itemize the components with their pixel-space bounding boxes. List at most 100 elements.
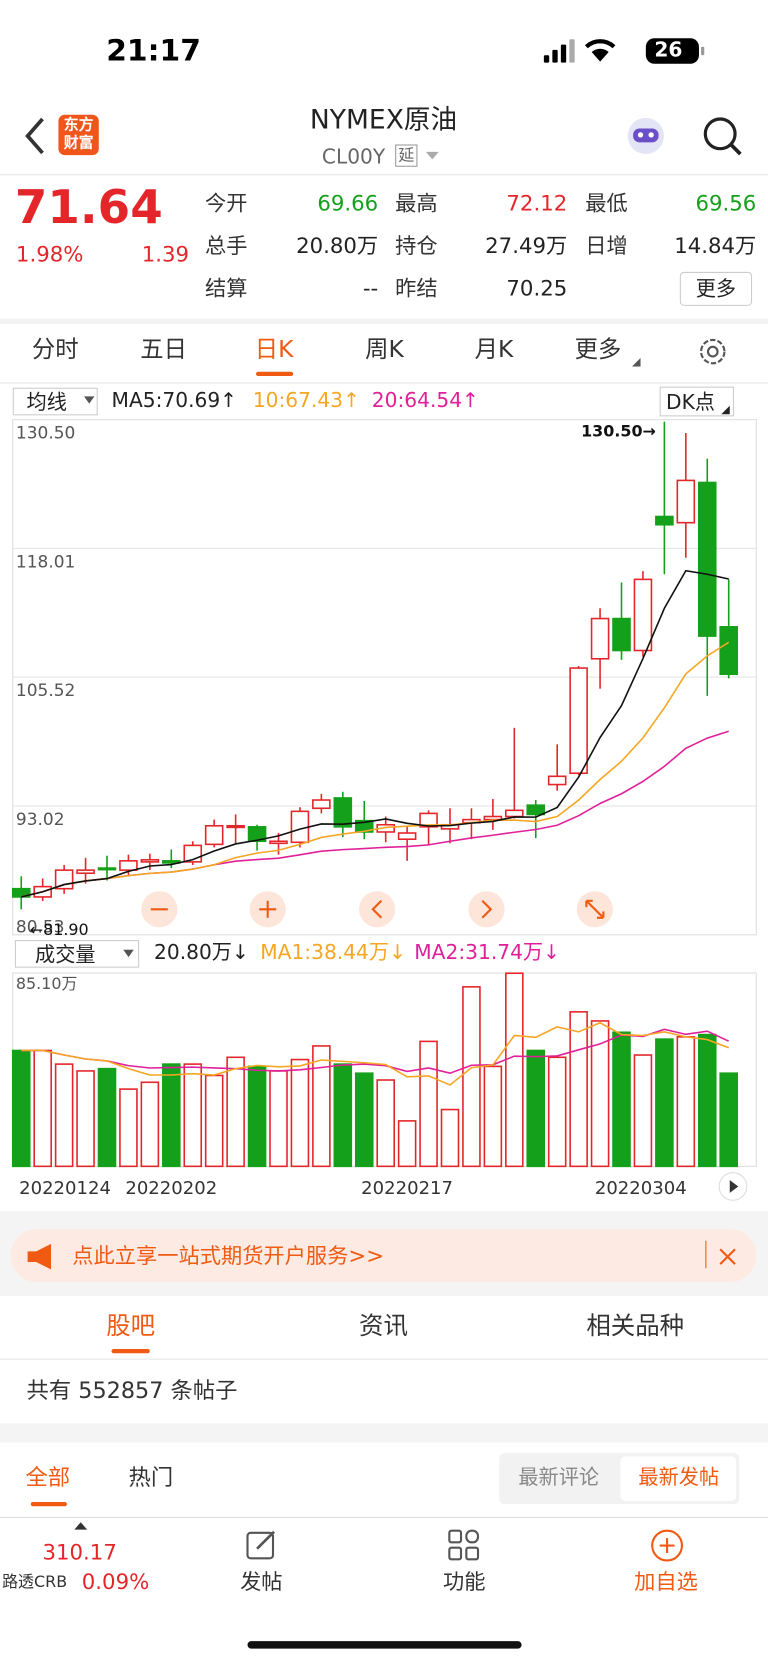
crb-name[interactable]: 路透CRB [2, 1572, 68, 1592]
period-tab[interactable]: 日K [254, 336, 294, 364]
candle-body [655, 515, 674, 526]
field-label: 最高 [395, 190, 438, 216]
volume-bar [11, 1049, 31, 1168]
robot-icon[interactable] [625, 115, 667, 157]
candle-body [119, 860, 138, 871]
indicator-select[interactable]: 均线 [12, 387, 98, 416]
volume-bar [97, 1067, 117, 1168]
y-tick-label: 130.50 [16, 424, 75, 444]
filter-tab[interactable]: 全部 [25, 1464, 71, 1491]
up-arrow [74, 1522, 88, 1530]
status-icons [543, 38, 705, 64]
kline-chart: 130.50 118.01 105.52 93.02 80.53 130.50→ ←81.9… [11, 419, 757, 1201]
candle-body [719, 626, 738, 676]
volume-bar [719, 1072, 738, 1168]
post-icon[interactable] [244, 1528, 280, 1564]
nav-label[interactable]: 加自选 [634, 1568, 698, 1595]
field-value: 70.25 [506, 275, 568, 301]
crb-value[interactable]: 310.17 [42, 1539, 117, 1565]
crb-pct[interactable]: 0.09% [81, 1568, 150, 1595]
candle-body [204, 824, 224, 846]
volume-bar [226, 1056, 245, 1168]
period-tab[interactable]: 周K [365, 336, 404, 364]
filter-tab[interactable]: 热门 [128, 1464, 174, 1491]
vol-ma1-line [21, 1021, 729, 1086]
settings-button[interactable] [697, 336, 729, 368]
title: NYMEX原油 [309, 104, 458, 135]
volume-label: 20.80万↓ [154, 941, 249, 965]
candle-body [676, 479, 696, 524]
volume-bar [397, 1120, 417, 1168]
divider [0, 174, 768, 176]
field-value: 14.84万 [674, 232, 757, 259]
candle-body [247, 826, 267, 843]
volume-bar [54, 1063, 74, 1168]
select-arrow [83, 396, 95, 404]
period-tab[interactable]: 分时 [31, 336, 79, 364]
dk-icon [721, 405, 730, 415]
nav-label[interactable]: 功能 [442, 1568, 486, 1595]
field-label: 最低 [585, 190, 628, 216]
volume-bar [612, 1031, 631, 1168]
period-tab[interactable]: 月K [474, 336, 514, 364]
volume-bar [419, 1040, 438, 1168]
logo-text: 东方 [63, 116, 94, 134]
volume-bar [676, 1036, 696, 1168]
y-tick-label: 80.53 [16, 918, 65, 938]
candle-body [76, 869, 95, 875]
candle-body [419, 812, 438, 828]
tab-underline [30, 1502, 67, 1507]
field-label: 持仓 [395, 232, 438, 259]
promo-banner[interactable] [10, 1229, 757, 1283]
period-tab[interactable]: 更多 [574, 336, 622, 364]
volume-bar [333, 1063, 353, 1168]
volume-bar [183, 1063, 203, 1168]
section-tab[interactable]: 相关品种 [586, 1312, 685, 1341]
field-value: 69.66 [317, 190, 379, 216]
more-button[interactable]: 更多 [679, 271, 753, 306]
volume-bar [697, 1033, 717, 1168]
back-button[interactable] [19, 115, 51, 157]
y-tick-label: 93.02 [16, 810, 65, 830]
section-tab[interactable]: 股吧 [106, 1312, 156, 1341]
period-tab[interactable]: 五日 [140, 336, 187, 364]
volume-bar [547, 1056, 567, 1168]
sort-option[interactable]: 最新评论 [518, 1465, 600, 1490]
function-icon[interactable] [446, 1528, 482, 1564]
section-tab[interactable]: 资讯 [359, 1312, 408, 1341]
sort-option[interactable]: 最新发帖 [638, 1465, 720, 1490]
search-button[interactable] [701, 115, 743, 157]
nav-label[interactable]: 发帖 [240, 1568, 283, 1595]
field-label: 日增 [585, 232, 628, 259]
ma20-label: 20:64.54↑ [371, 388, 479, 413]
candle-body [569, 667, 588, 775]
divider [0, 318, 768, 324]
vol-ma1-label: MA1:38.44万↓ [260, 941, 406, 965]
tab-underline [111, 1349, 150, 1354]
volume-bar [204, 1074, 224, 1168]
banner-text[interactable]: 点此立享一站式期货开户服务>> [72, 1242, 385, 1269]
add-watch-icon[interactable] [649, 1528, 685, 1564]
change-pct: 1.98% [15, 241, 84, 267]
candle-body [312, 799, 331, 810]
candle-body [140, 859, 160, 863]
dropdown-icon[interactable] [425, 151, 440, 162]
volume-bar [526, 1049, 546, 1168]
y-tick-label: 118.01 [16, 552, 75, 572]
field-label: 总手 [205, 232, 248, 259]
volume-bar [119, 1088, 138, 1168]
volume-bar [633, 1054, 653, 1168]
volume-bar [440, 1108, 460, 1168]
close-button[interactable] [718, 1247, 737, 1266]
candle-body [97, 867, 117, 871]
volume-bar [354, 1072, 374, 1168]
date-label: 20220124 [19, 1178, 111, 1199]
tab-more-icon [632, 357, 641, 367]
candle-body [290, 810, 310, 844]
date-label: 20220217 [361, 1178, 453, 1199]
dk-button[interactable]: DK点 [659, 386, 735, 417]
app-logo: 东方 财富 [58, 114, 99, 156]
volume-select[interactable]: 成交量 [14, 940, 140, 968]
